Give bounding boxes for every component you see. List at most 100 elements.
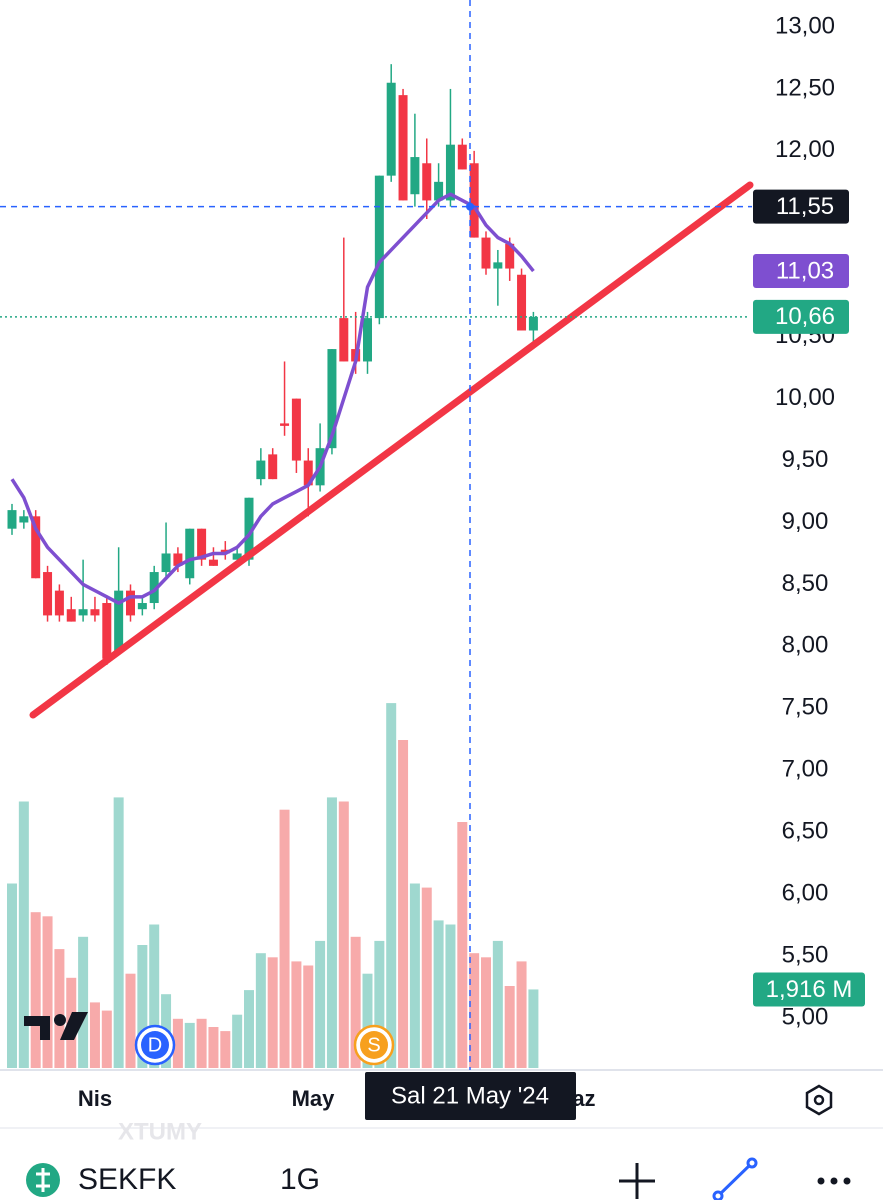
y-tick-label: 7,00 bbox=[782, 756, 829, 783]
candle-body bbox=[303, 460, 313, 486]
volume-bar bbox=[445, 924, 456, 1068]
candle-body bbox=[374, 175, 384, 319]
candle-body bbox=[173, 553, 183, 566]
volume-bar bbox=[125, 973, 136, 1068]
volume-bar bbox=[113, 797, 124, 1068]
volume-label-bg bbox=[753, 972, 865, 1007]
y-tick-label: 8,50 bbox=[782, 570, 829, 597]
volume-bar bbox=[457, 822, 468, 1068]
crosshair-price-label-bg bbox=[753, 189, 849, 224]
volume-bar bbox=[196, 1018, 207, 1068]
tradingview-logo[interactable] bbox=[24, 1012, 88, 1040]
volume-bar bbox=[184, 1022, 195, 1068]
y-tick-label: 10,00 bbox=[775, 384, 835, 411]
volume-bar bbox=[386, 703, 397, 1068]
volume-bar bbox=[469, 953, 480, 1068]
candle-body bbox=[386, 82, 396, 176]
y-tick-label: 9,50 bbox=[782, 446, 829, 473]
y-tick-label: 6,50 bbox=[782, 818, 829, 845]
y-tick-label: 5,50 bbox=[782, 941, 829, 968]
trend-line[interactable] bbox=[29, 181, 754, 719]
add-button[interactable] bbox=[619, 1163, 655, 1199]
volume-bar bbox=[18, 801, 29, 1068]
candle-body bbox=[493, 262, 503, 269]
volume-bar bbox=[409, 883, 420, 1068]
candle-body bbox=[505, 243, 515, 269]
candle-body bbox=[90, 609, 100, 616]
candle-body bbox=[161, 553, 171, 573]
drawing-tool[interactable] bbox=[712, 1157, 758, 1200]
candle-body bbox=[469, 163, 479, 238]
crosshair-point bbox=[466, 202, 474, 211]
candle-body bbox=[398, 95, 408, 201]
event-marker-label: S bbox=[367, 1034, 380, 1056]
volume-bar bbox=[42, 916, 53, 1068]
volume-bar bbox=[244, 990, 254, 1068]
candle-body bbox=[185, 528, 195, 579]
ma-price-label-bg bbox=[753, 254, 849, 289]
volume-bar bbox=[362, 973, 373, 1068]
candle-body bbox=[457, 144, 467, 170]
volume-bar bbox=[89, 1002, 100, 1068]
candle-body bbox=[291, 398, 301, 461]
settings-button-center bbox=[813, 1094, 825, 1106]
volume-bar bbox=[516, 961, 527, 1068]
compare-symbol: XTUMY bbox=[118, 1118, 202, 1145]
crosshair-date-label: Sal 21 May '24 bbox=[391, 1082, 549, 1109]
candle-body bbox=[78, 609, 88, 616]
volume-bar bbox=[255, 953, 266, 1068]
volume-bar bbox=[101, 1010, 112, 1068]
candle-body bbox=[114, 590, 124, 653]
volume-bar bbox=[433, 920, 444, 1068]
candle-body bbox=[422, 163, 432, 201]
volume-bar bbox=[398, 740, 409, 1068]
candle-body bbox=[517, 274, 527, 331]
candle-body bbox=[19, 516, 29, 523]
crosshair-price-label: 11,55 bbox=[776, 193, 834, 220]
volume-label: 1,916 M bbox=[766, 976, 853, 1003]
moving-average bbox=[10, 192, 535, 605]
y-tick-label: 8,00 bbox=[782, 632, 829, 659]
more-button[interactable] bbox=[817, 1177, 851, 1185]
volume-bar bbox=[303, 965, 314, 1068]
candle-body bbox=[66, 609, 76, 622]
volume-bar bbox=[172, 1018, 183, 1068]
candle-body bbox=[126, 590, 135, 616]
candle-body bbox=[244, 497, 254, 560]
candle-body bbox=[481, 237, 491, 269]
price-axis: 13,0012,5012,0011,5011,0010,5010,009,509… bbox=[775, 12, 835, 1030]
symbol[interactable]: SEKFK bbox=[78, 1163, 176, 1196]
candle-body bbox=[410, 157, 420, 195]
candle-body bbox=[528, 316, 538, 331]
volume-bar bbox=[78, 936, 89, 1068]
event-marker-inner bbox=[360, 1031, 388, 1059]
volume-bar bbox=[30, 912, 41, 1068]
candle-body bbox=[137, 603, 147, 610]
x-tick-label: May bbox=[292, 1086, 336, 1111]
volume-bar bbox=[504, 986, 515, 1068]
volume-bar bbox=[232, 1014, 243, 1068]
y-tick-label: 7,50 bbox=[782, 694, 829, 721]
candle-body bbox=[43, 572, 53, 616]
settings-button[interactable] bbox=[805, 1084, 833, 1116]
candle-body bbox=[339, 318, 349, 362]
last-price-label-bg bbox=[753, 299, 849, 334]
candle-body bbox=[208, 559, 218, 566]
candle-body bbox=[256, 460, 266, 480]
candle-body bbox=[268, 454, 278, 480]
candle-body bbox=[7, 510, 17, 529]
volume-bar bbox=[528, 989, 539, 1068]
y-tick-label: 5,00 bbox=[782, 1003, 829, 1030]
candle-body bbox=[149, 572, 159, 604]
interval[interactable]: 1G bbox=[280, 1163, 320, 1196]
symbol-icon-glyph bbox=[36, 1168, 50, 1192]
candle-body bbox=[280, 423, 290, 426]
candle-body bbox=[363, 318, 372, 362]
volume-bar bbox=[279, 809, 290, 1068]
volume-bar bbox=[7, 883, 17, 1068]
candle-body bbox=[197, 528, 207, 560]
crosshair-date-bg bbox=[365, 1072, 576, 1120]
y-tick-label: 12,50 bbox=[775, 74, 835, 101]
